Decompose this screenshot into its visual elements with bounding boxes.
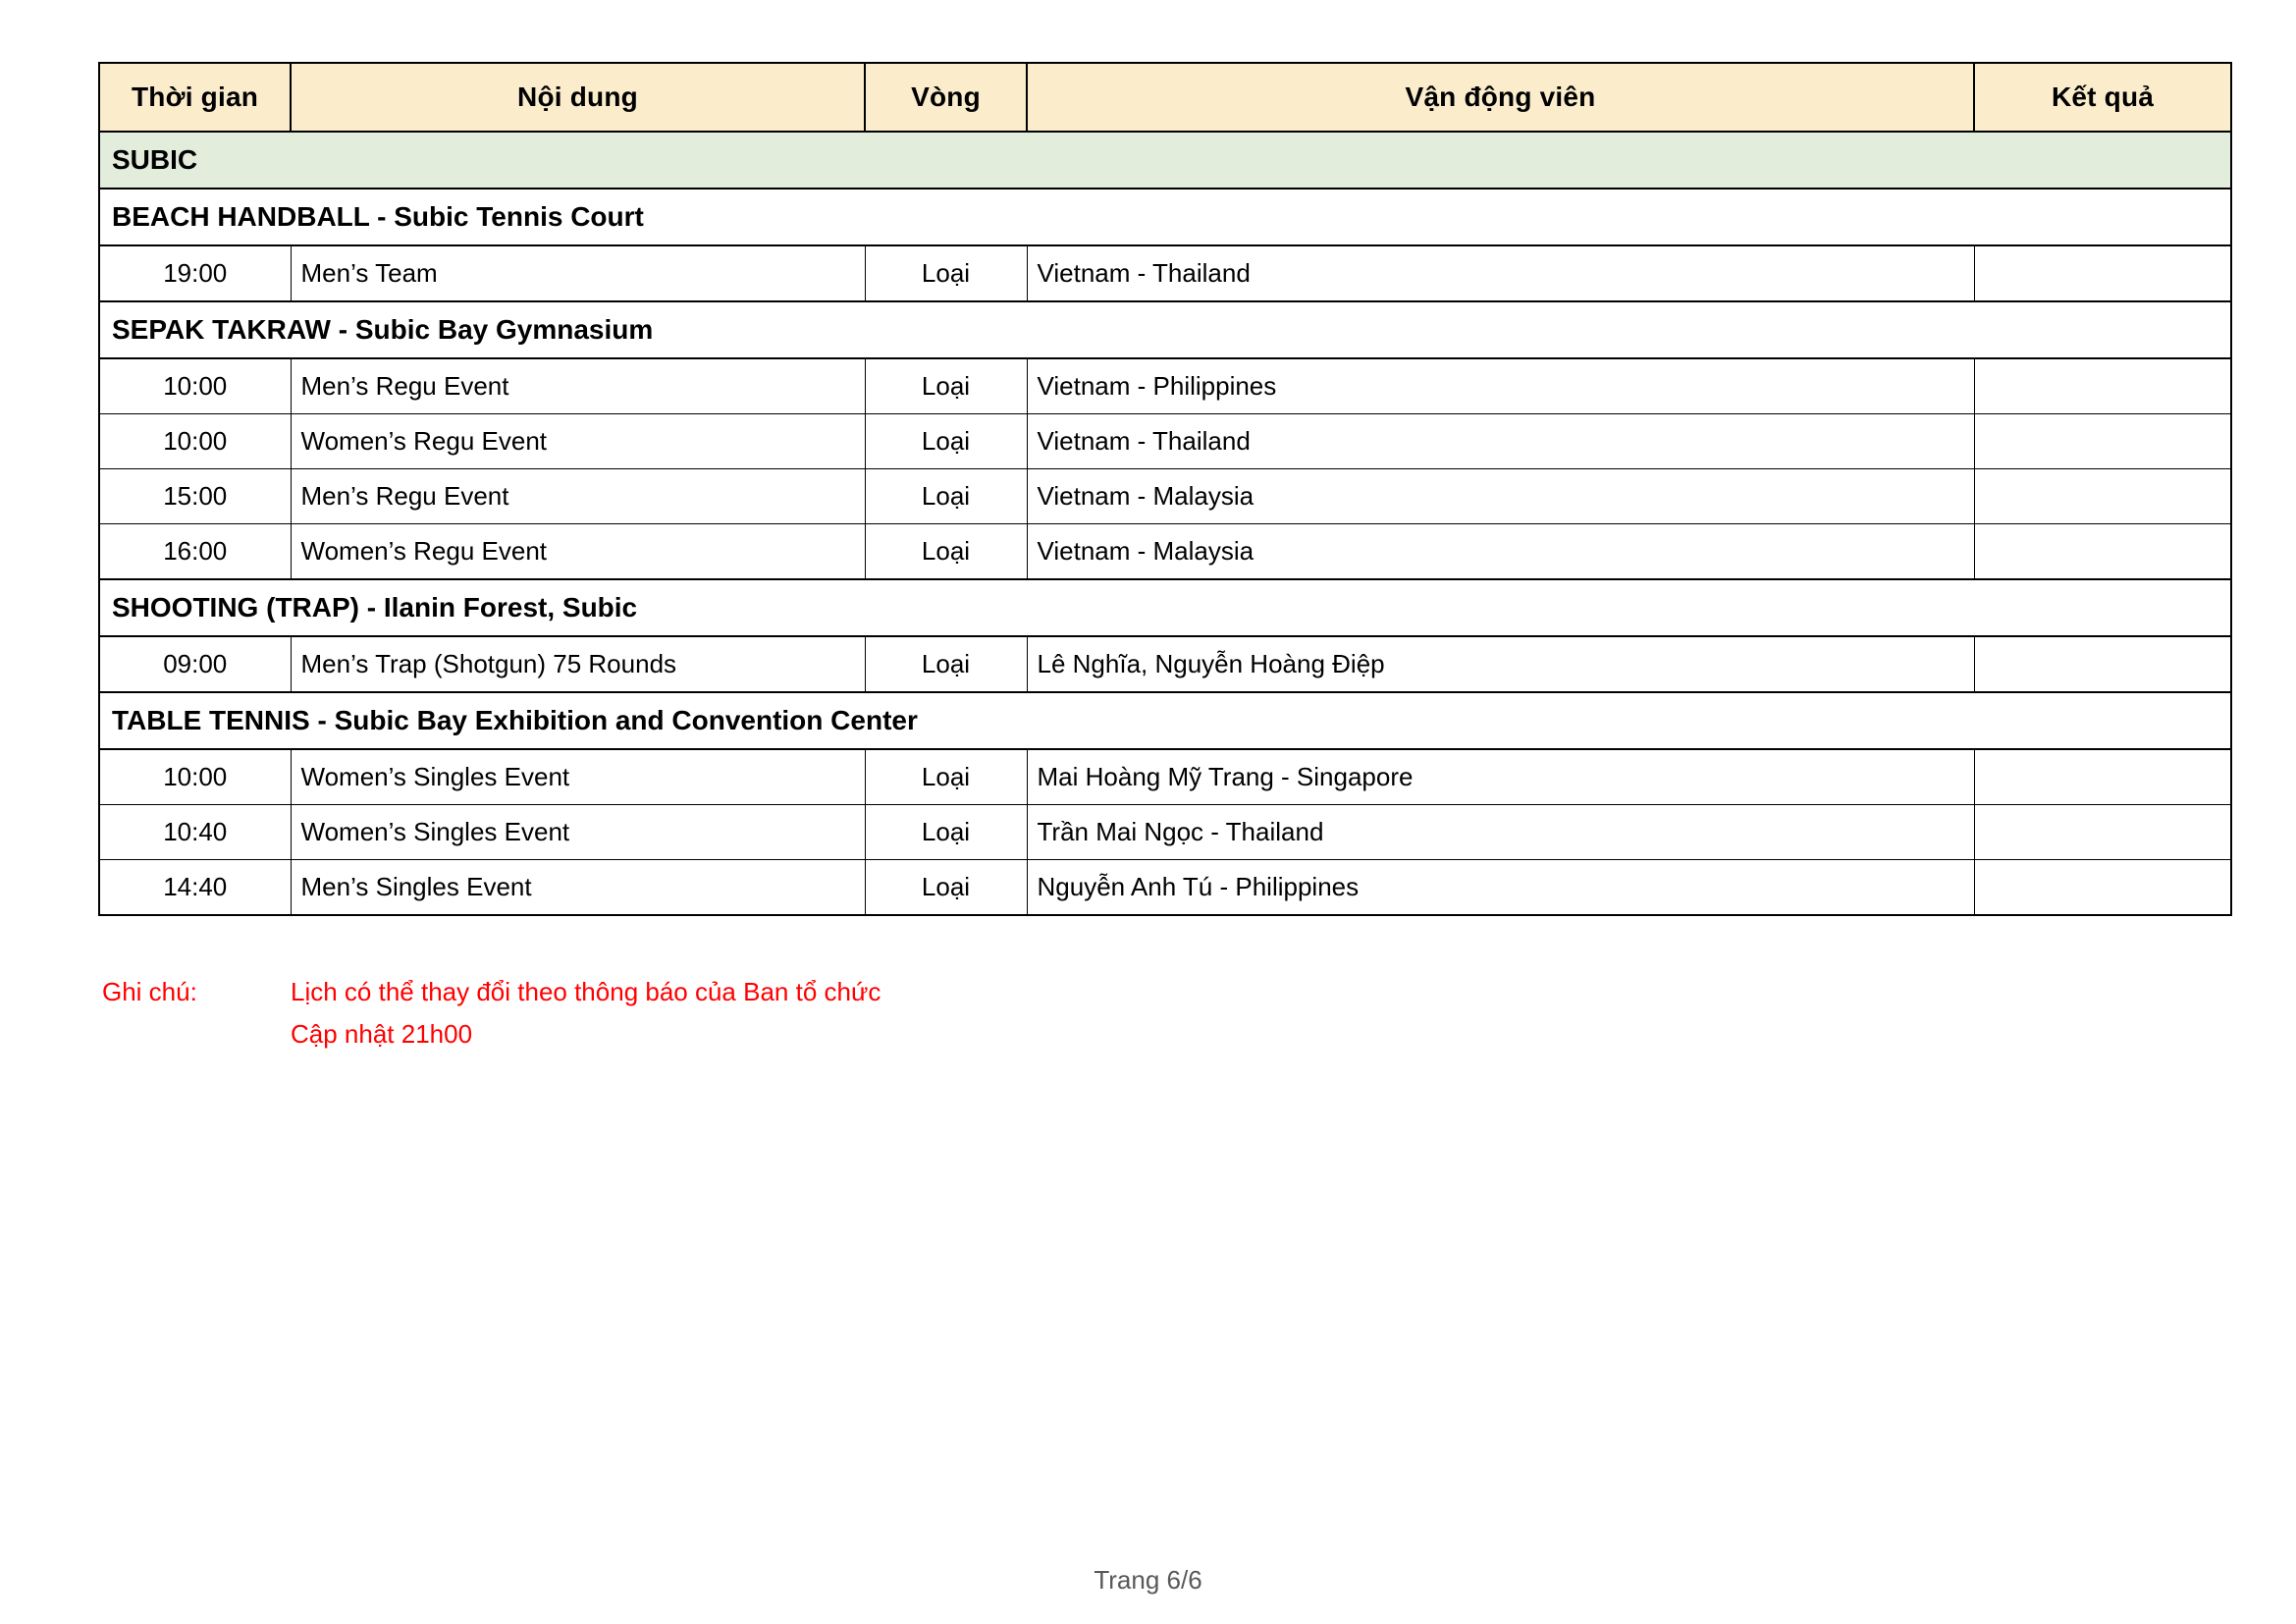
notes-label: Ghi chú:	[102, 977, 197, 1006]
sport-venue-label: TABLE TENNIS - Subic Bay Exhibition and …	[98, 691, 2232, 750]
cell-round: Loại	[864, 859, 1028, 916]
cell-round: Loại	[864, 468, 1028, 524]
note-row: Cập nhật 21h00	[102, 1019, 1476, 1061]
cell-result	[1973, 748, 2232, 805]
cell-result	[1973, 244, 2232, 302]
table-row: 15:00 Men’s Regu Event Loại Vietnam - Malay…	[98, 468, 2232, 524]
cell-time: 15:00	[98, 468, 292, 524]
cell-time: 14:40	[98, 859, 292, 916]
cell-result	[1973, 357, 2232, 414]
cell-time: 19:00	[98, 244, 292, 302]
cell-result	[1973, 523, 2232, 580]
table-row: 09:00 Men’s Trap (Shotgun) 75 Rounds Loại L…	[98, 635, 2232, 693]
cell-round: Loại	[864, 413, 1028, 469]
schedule-table: Thời gian Nội dung Vòng Vận động viên Kế…	[98, 62, 2232, 916]
cell-event: Men’s Singles Event	[290, 859, 866, 916]
table-body: SUBIC BEACH HANDBALL - Subic Tennis Court…	[98, 131, 2232, 916]
table-head: Thời gian Nội dung Vòng Vận động viên Kế…	[98, 62, 2232, 133]
column-header-result: Kết quả	[1973, 62, 2232, 133]
sport-venue-label: BEACH HANDBALL - Subic Tennis Court	[98, 188, 2232, 246]
table-row: 16:00 Women’s Regu Event Loại Vietnam - Mal…	[98, 523, 2232, 580]
cell-ath: Mai Hoàng Mỹ Trang - Singapore	[1026, 748, 1975, 805]
cell-event: Women’s Regu Event	[290, 523, 866, 580]
cell-ath: Vietnam - Thailand	[1026, 244, 1975, 302]
region-band-row: SUBIC	[98, 131, 2232, 189]
cell-ath: Trần Mai Ngọc - Thailand	[1026, 804, 1975, 860]
cell-round: Loại	[864, 244, 1028, 302]
cell-time: 10:40	[98, 804, 292, 860]
sport-venue-header-row: BEACH HANDBALL - Subic Tennis Court	[98, 188, 2232, 246]
header-row: Thời gian Nội dung Vòng Vận động viên Kế…	[98, 62, 2232, 133]
cell-result	[1973, 468, 2232, 524]
cell-result	[1973, 859, 2232, 916]
cell-ath: Vietnam - Thailand	[1026, 413, 1975, 469]
table-row: 10:00 Women’s Regu Event Loại Vietnam - Tha…	[98, 413, 2232, 469]
column-header-athlete: Vận động viên	[1026, 62, 1975, 133]
cell-round: Loại	[864, 523, 1028, 580]
cell-time: 09:00	[98, 635, 292, 693]
cell-round: Loại	[864, 748, 1028, 805]
page-number: Trang 6/6	[1094, 1565, 1202, 1595]
cell-event: Men’s Regu Event	[290, 468, 866, 524]
cell-time: 10:00	[98, 357, 292, 414]
table-row: 10:40 Women’s Singles Event Loại Trần Mai N…	[98, 804, 2232, 860]
sport-venue-header-row: SHOOTING (TRAP) - Ilanin Forest, Subic	[98, 578, 2232, 637]
cell-round: Loại	[864, 357, 1028, 414]
cell-ath: Lê Nghĩa, Nguyễn Hoàng Điệp	[1026, 635, 1975, 693]
cell-event: Men’s Trap (Shotgun) 75 Rounds	[290, 635, 866, 693]
cell-round: Loại	[864, 804, 1028, 860]
cell-round: Loại	[864, 635, 1028, 693]
page-footer: Trang 6/6	[0, 1565, 2296, 1596]
column-header-round: Vòng	[864, 62, 1028, 133]
column-header-time: Thời gian	[98, 62, 292, 133]
schedule-table-wrapper: Thời gian Nội dung Vòng Vận động viên Kế…	[98, 62, 2232, 916]
cell-result	[1973, 413, 2232, 469]
column-header-event: Nội dung	[290, 62, 866, 133]
cell-event: Men’s Regu Event	[290, 357, 866, 414]
region-label: SUBIC	[98, 131, 2232, 189]
cell-time: 10:00	[98, 413, 292, 469]
cell-event: Women’s Singles Event	[290, 804, 866, 860]
notes-block: Ghi chú: Lịch có thể thay đổi theo thông…	[102, 977, 1476, 1061]
sport-venue-label: SHOOTING (TRAP) - Ilanin Forest, Subic	[98, 578, 2232, 637]
table-row: 14:40 Men’s Singles Event Loại Nguyễn Anh T…	[98, 859, 2232, 916]
cell-result	[1973, 804, 2232, 860]
sport-venue-label: SEPAK TAKRAW - Subic Bay Gymnasium	[98, 300, 2232, 359]
cell-ath: Vietnam - Malaysia	[1026, 523, 1975, 580]
cell-result	[1973, 635, 2232, 693]
cell-event: Men’s Team	[290, 244, 866, 302]
cell-ath: Vietnam - Philippines	[1026, 357, 1975, 414]
cell-ath: Vietnam - Malaysia	[1026, 468, 1975, 524]
cell-event: Women’s Singles Event	[290, 748, 866, 805]
table-row: 10:00 Women’s Singles Event Loại Mai Hoàng …	[98, 748, 2232, 805]
table-row: 19:00 Men’s Team Loại Vietnam - Thailand	[98, 244, 2232, 302]
cell-event: Women’s Regu Event	[290, 413, 866, 469]
cell-time: 10:00	[98, 748, 292, 805]
cell-ath: Nguyễn Anh Tú - Philippines	[1026, 859, 1975, 916]
note-line-2: Cập nhật 21h00	[291, 1019, 473, 1049]
sport-venue-header-row: TABLE TENNIS - Subic Bay Exhibition and …	[98, 691, 2232, 750]
cell-time: 16:00	[98, 523, 292, 580]
note-row: Ghi chú: Lịch có thể thay đổi theo thông…	[102, 977, 1476, 1019]
table-row: 10:00 Men’s Regu Event Loại Vietnam - Phili…	[98, 357, 2232, 414]
sport-venue-header-row: SEPAK TAKRAW - Subic Bay Gymnasium	[98, 300, 2232, 359]
note-line-1: Lịch có thể thay đổi theo thông báo của …	[291, 977, 881, 1006]
